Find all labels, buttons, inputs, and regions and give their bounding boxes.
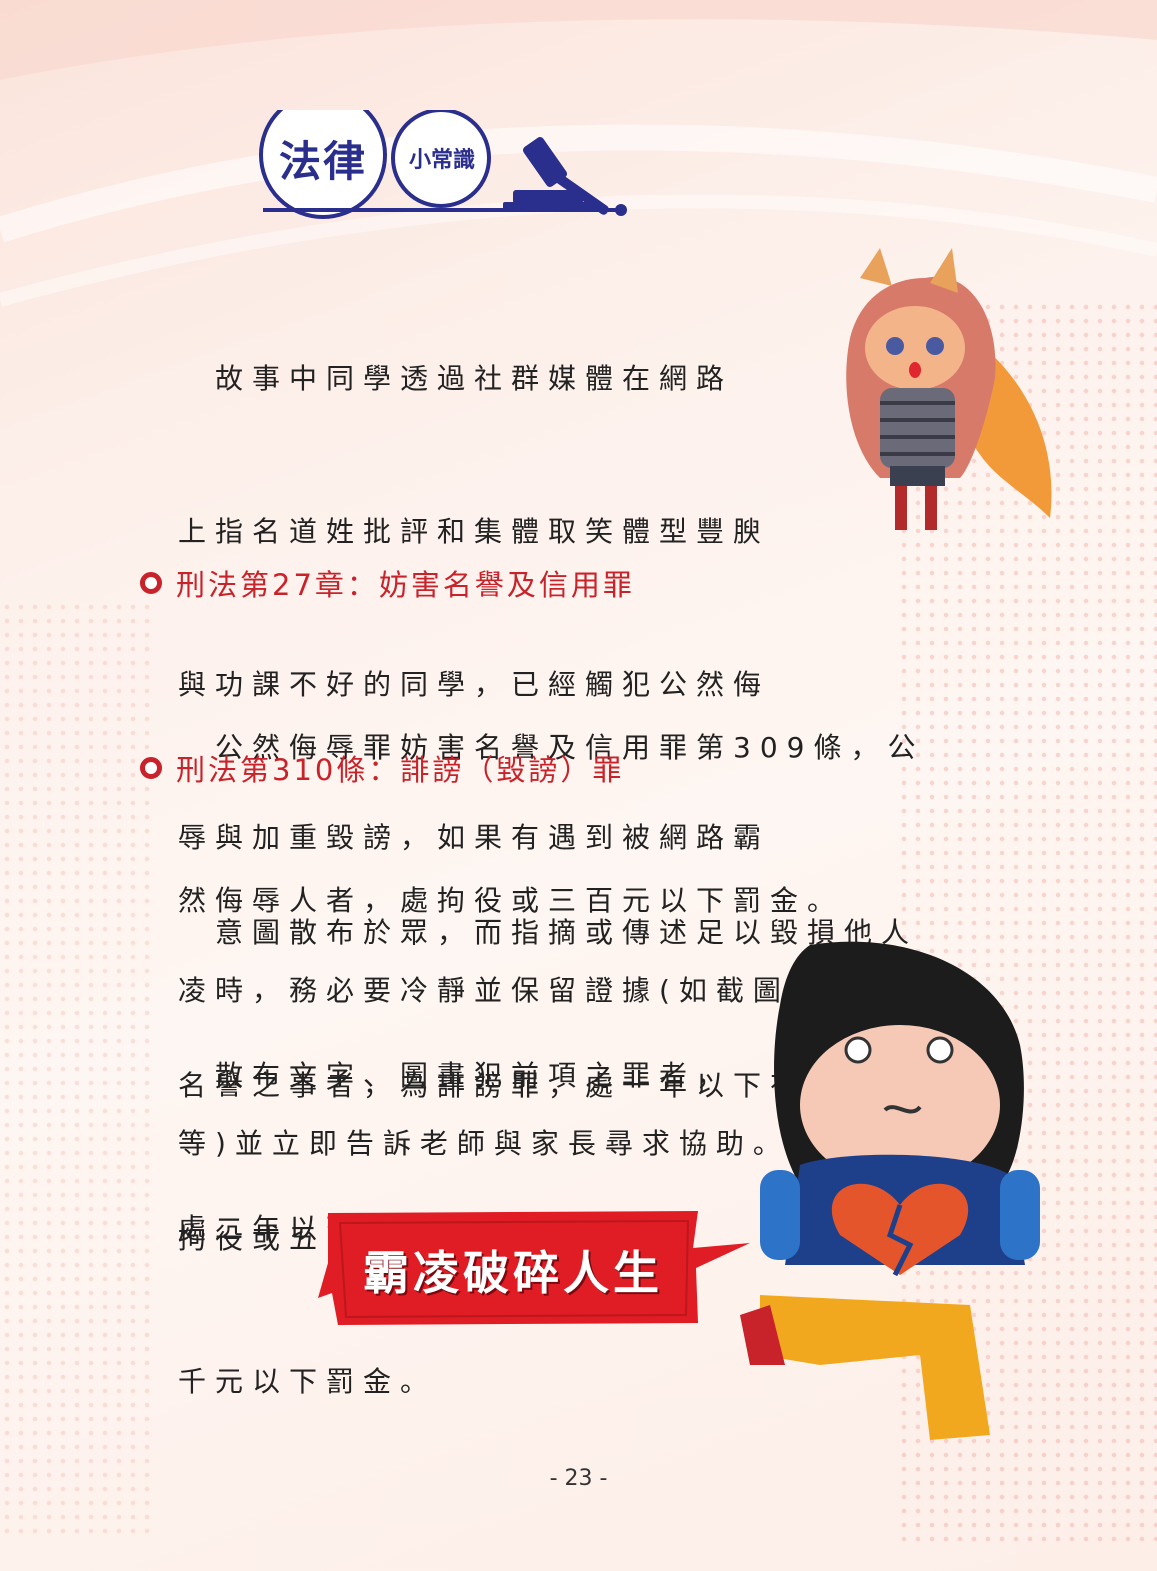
bullet-icon — [140, 757, 162, 779]
crying-boy-illustration — [740, 941, 1040, 1440]
section1-heading: 刑法第27章：妨害名譽及信用罪 — [140, 562, 635, 604]
intro-line: 上指名道姓批評和集體取笑體型豐腴 — [178, 515, 771, 548]
slogan-banner — [318, 1211, 750, 1325]
section2-heading-text: 刑法第310條：誹謗（毀謗）罪 — [176, 753, 625, 787]
bullet-icon — [140, 572, 162, 594]
intro-line: 與功課不好的同學，已經觸犯公然侮 — [178, 668, 771, 701]
page-number: - 23 - — [549, 1466, 608, 1491]
section1-line: 公然侮辱罪妨害名譽及信用罪第309條，公 — [178, 731, 925, 764]
intro-line: 凌時，務必要冷靜並保留證據(如截圖 — [178, 974, 790, 1007]
gavel-icon — [503, 137, 609, 215]
crying-girl-illustration — [846, 248, 1052, 530]
section2-heading: 刑法第310條：誹謗（毀謗）罪 — [140, 747, 624, 789]
intro-line: 故事中同學透過社群媒體在網路 — [178, 362, 734, 395]
logo-subtitle: 小常識 — [408, 148, 475, 173]
section1-heading-text: 刑法第27章：妨害名譽及信用罪 — [176, 568, 635, 602]
section2-line: 散布文字、圖畫犯前項之罪者， — [178, 1059, 734, 1092]
intro-line: 等)並立即告訴老師與家長尋求協助。 — [178, 1127, 790, 1160]
dot-pattern-left — [0, 600, 150, 1540]
logo-title: 法律 — [278, 137, 367, 186]
banner-text: 霸凌破碎人生 — [363, 1246, 663, 1300]
section1-line: 然侮辱人者，處拘役或三百元以下罰金。 — [178, 884, 845, 917]
section2-line: 意圖散布於眾，而指摘或傳述足以毀損他人 — [178, 916, 919, 949]
section1-paragraph: 公然侮辱罪妨害名譽及信用罪第309條，公 然侮辱人者，處拘役或三百元以下罰金。 — [178, 620, 924, 977]
section2-line: 千元以下罰金。 — [178, 1365, 438, 1398]
intro-paragraph: 故事中同學透過社群媒體在網路 上指名道姓批評和集體取笑體型豐腴 與功課不好的同學… — [178, 251, 790, 1220]
intro-line: 辱與加重毀謗，如果有遇到被網路霸 — [178, 821, 771, 854]
logo-frame — [259, 110, 627, 219]
legal-tips-logo: 法律 小常識 — [243, 110, 633, 220]
